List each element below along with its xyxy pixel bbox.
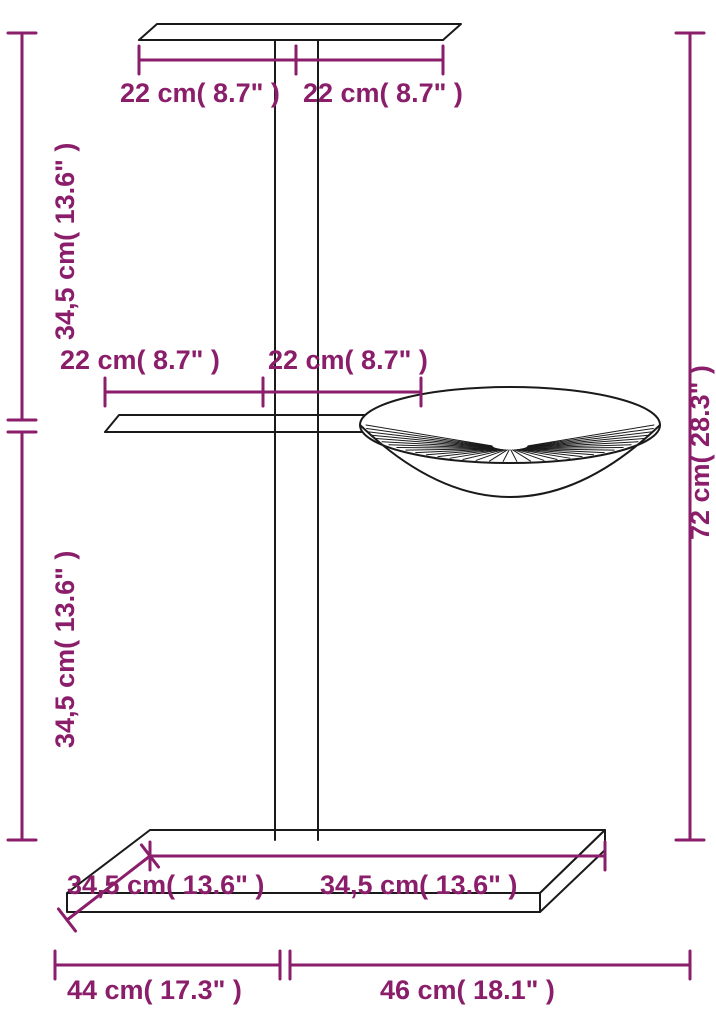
dim-label-base-345-b: 34,5 cm( 13.6" ) (320, 870, 517, 901)
dim-label-base-345-a: 34,5 cm( 13.6" ) (67, 870, 264, 901)
dim-label-top-22-left: 22 cm( 8.7" ) (120, 78, 280, 109)
dim-label-right-72: 72 cm( 28.3" ) (685, 365, 716, 540)
dim-label-base-44: 44 cm( 17.3" ) (67, 975, 242, 1006)
dim-label-top-22-right: 22 cm( 8.7" ) (303, 78, 463, 109)
dim-label-left-345-upper: 34,5 cm( 13.6" ) (50, 143, 81, 340)
dim-label-mid-22-left: 22 cm( 8.7" ) (60, 345, 220, 376)
dim-label-base-46: 46 cm( 18.1" ) (380, 975, 555, 1006)
product-outline (67, 24, 660, 912)
dim-label-left-345-lower: 34,5 cm( 13.6" ) (50, 551, 81, 748)
dim-label-mid-22-right: 22 cm( 8.7" ) (268, 345, 428, 376)
